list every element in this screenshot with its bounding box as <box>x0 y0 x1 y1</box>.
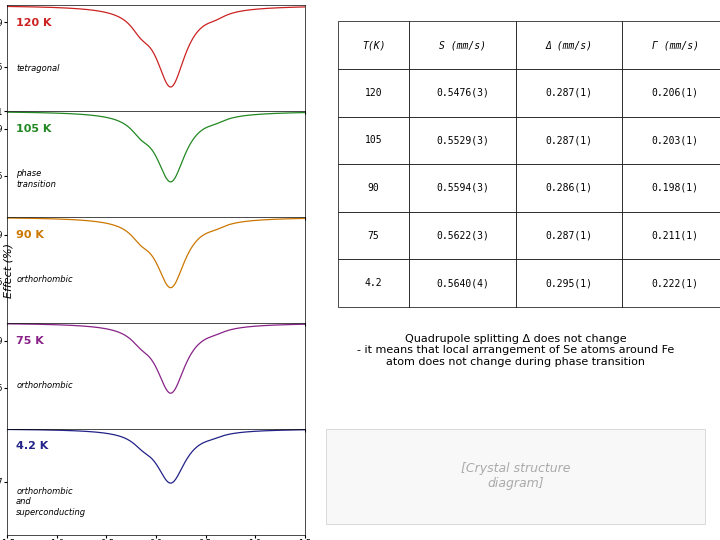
FancyBboxPatch shape <box>409 212 516 259</box>
Text: Effect (%): Effect (%) <box>4 242 14 298</box>
FancyBboxPatch shape <box>516 69 622 117</box>
Text: Quadrupole splitting Δ does not change
- it means that local arrangement of Se a: Quadrupole splitting Δ does not change -… <box>357 334 674 367</box>
Text: 105 K: 105 K <box>16 124 52 134</box>
Text: 105: 105 <box>365 136 382 145</box>
Text: [Crystal structure
diagram]: [Crystal structure diagram] <box>461 462 570 490</box>
FancyBboxPatch shape <box>622 259 720 307</box>
Text: 0.287(1): 0.287(1) <box>545 231 593 241</box>
FancyBboxPatch shape <box>338 259 409 307</box>
Text: 75 K: 75 K <box>16 336 44 346</box>
Text: 75: 75 <box>368 231 379 241</box>
FancyBboxPatch shape <box>338 69 409 117</box>
Text: 0.203(1): 0.203(1) <box>652 136 699 145</box>
Text: 0.5529(3): 0.5529(3) <box>436 136 489 145</box>
FancyBboxPatch shape <box>409 164 516 212</box>
FancyBboxPatch shape <box>516 21 622 69</box>
FancyBboxPatch shape <box>516 117 622 164</box>
FancyBboxPatch shape <box>622 164 720 212</box>
Text: phase
transition: phase transition <box>16 170 56 189</box>
FancyBboxPatch shape <box>409 69 516 117</box>
Text: 0.222(1): 0.222(1) <box>652 278 699 288</box>
Text: T(K): T(K) <box>362 40 385 50</box>
FancyBboxPatch shape <box>622 69 720 117</box>
Text: orthorhombic: orthorhombic <box>16 381 73 390</box>
FancyBboxPatch shape <box>409 259 516 307</box>
FancyBboxPatch shape <box>409 117 516 164</box>
FancyBboxPatch shape <box>326 429 705 524</box>
FancyBboxPatch shape <box>516 259 622 307</box>
FancyBboxPatch shape <box>516 212 622 259</box>
Text: 90 K: 90 K <box>16 230 44 240</box>
FancyBboxPatch shape <box>338 212 409 259</box>
Text: tetragonal: tetragonal <box>16 64 60 72</box>
FancyBboxPatch shape <box>338 117 409 164</box>
Text: 120: 120 <box>365 87 382 98</box>
Text: 0.206(1): 0.206(1) <box>652 87 699 98</box>
Text: orthorhombic
and
superconducting: orthorhombic and superconducting <box>16 487 86 517</box>
Text: 0.5476(3): 0.5476(3) <box>436 87 489 98</box>
FancyBboxPatch shape <box>622 117 720 164</box>
Text: 0.295(1): 0.295(1) <box>545 278 593 288</box>
Text: 120 K: 120 K <box>16 18 52 28</box>
Text: 0.5640(4): 0.5640(4) <box>436 278 489 288</box>
FancyBboxPatch shape <box>516 164 622 212</box>
Text: 0.5622(3): 0.5622(3) <box>436 231 489 241</box>
Text: 90: 90 <box>368 183 379 193</box>
Text: orthorhombic: orthorhombic <box>16 275 73 284</box>
Text: 0.211(1): 0.211(1) <box>652 231 699 241</box>
FancyBboxPatch shape <box>622 212 720 259</box>
FancyBboxPatch shape <box>622 21 720 69</box>
Text: 0.287(1): 0.287(1) <box>545 136 593 145</box>
Text: 4.2: 4.2 <box>365 278 382 288</box>
Text: Δ (mm/s): Δ (mm/s) <box>545 40 593 50</box>
FancyBboxPatch shape <box>338 164 409 212</box>
Text: 0.286(1): 0.286(1) <box>545 183 593 193</box>
Text: Γ (mm/s): Γ (mm/s) <box>652 40 699 50</box>
Text: 4.2 K: 4.2 K <box>16 442 48 451</box>
Text: S (mm/s): S (mm/s) <box>439 40 486 50</box>
Text: 0.5594(3): 0.5594(3) <box>436 183 489 193</box>
Text: 0.198(1): 0.198(1) <box>652 183 699 193</box>
Text: 0.287(1): 0.287(1) <box>545 87 593 98</box>
FancyBboxPatch shape <box>338 21 409 69</box>
FancyBboxPatch shape <box>409 21 516 69</box>
